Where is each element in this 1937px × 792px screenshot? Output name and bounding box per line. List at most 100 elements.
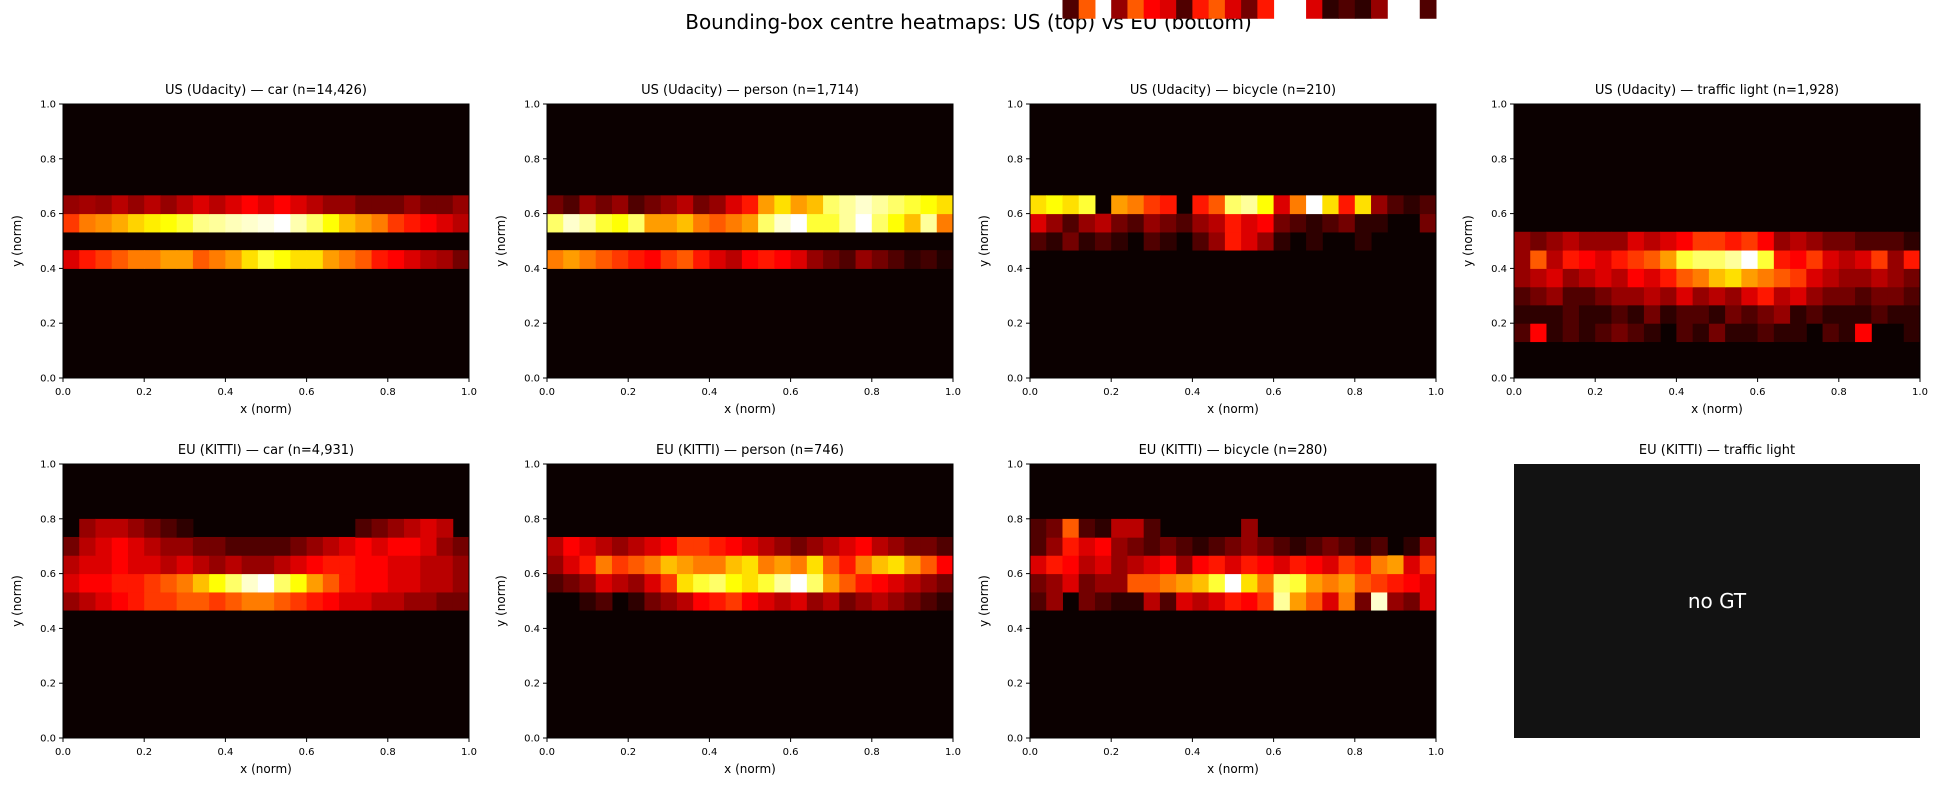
heatmap-cell	[709, 213, 727, 233]
heatmap-cell	[257, 213, 275, 233]
heatmap-cell	[1725, 268, 1742, 288]
heatmap-cell	[209, 195, 226, 215]
x-tick-label: 1.0	[945, 387, 961, 398]
heatmap-cell	[1514, 304, 1531, 324]
heatmap-cell	[306, 213, 324, 233]
heatmap-cell	[579, 213, 597, 233]
heatmap-cell	[160, 195, 178, 215]
heatmap-cell	[579, 573, 597, 593]
heatmap-cell	[1790, 286, 1807, 306]
heatmap-cell	[806, 536, 824, 556]
heatmap-cell	[1159, 0, 1177, 19]
heatmap-cell	[95, 250, 113, 269]
heatmap-cell	[1757, 268, 1775, 288]
y-tick-label: 0.4	[40, 624, 56, 635]
heatmap-cell	[192, 536, 210, 556]
heatmap-cell	[1855, 304, 1872, 324]
heatmap-cell	[1562, 268, 1580, 288]
heatmap-cell	[1692, 268, 1710, 288]
x-tick-label: 0.6	[783, 747, 799, 758]
heatmap-cell	[1578, 323, 1596, 343]
heatmap-cell	[1773, 268, 1791, 288]
heatmap-cell	[725, 555, 743, 575]
heatmap-cell	[1578, 250, 1596, 269]
y-axis-label: y (norm)	[977, 575, 991, 627]
heatmap-cell	[888, 250, 905, 269]
heatmap-cell	[160, 518, 178, 538]
heatmap-cell	[839, 573, 857, 593]
heatmap-cell	[579, 536, 597, 556]
heatmap-cell	[1289, 573, 1307, 593]
heatmap-cell	[144, 536, 161, 556]
heatmap-cell	[936, 555, 954, 575]
heatmap-cell	[1241, 536, 1258, 556]
heatmap-cell	[1692, 231, 1710, 251]
heatmap-cell	[404, 555, 421, 575]
heatmap-cell	[1692, 304, 1710, 324]
heatmap-cell	[579, 195, 597, 215]
heatmap-cell	[1660, 304, 1677, 324]
heatmap-cell	[420, 536, 438, 556]
heatmap-cell	[1030, 195, 1047, 215]
heatmap-cell	[1643, 268, 1661, 288]
heatmap-cell	[741, 573, 759, 593]
heatmap-panel-1: US (Udacity) — car (n=14,426) 0.0 0.2 0.4 0.…	[10, 83, 477, 416]
heatmap-cell	[1371, 591, 1388, 611]
heatmap-cell	[790, 591, 808, 611]
heatmap-cell	[904, 250, 922, 269]
heatmap-cell	[241, 195, 259, 215]
heatmap-cell	[709, 591, 727, 611]
panel-title: EU (KITTI) — car (n=4,931)	[178, 443, 354, 458]
heatmap-cell	[1371, 536, 1388, 556]
heatmap-cell	[322, 573, 340, 593]
heatmap-cell	[1094, 573, 1112, 593]
heatmap-cell	[127, 213, 145, 233]
heatmap-cell	[1403, 536, 1421, 556]
heatmap-cell	[1790, 250, 1807, 269]
heatmap-cell	[628, 573, 645, 593]
heatmap-cell	[404, 213, 421, 233]
heatmap-cell	[1224, 591, 1242, 611]
heatmap-cell	[660, 555, 678, 575]
heatmap-cell	[257, 195, 275, 215]
x-tick-label: 0.0	[1022, 747, 1038, 758]
x-tick-label: 0.8	[864, 387, 880, 398]
y-axis-label: y (norm)	[10, 575, 24, 627]
heatmap-cell	[1627, 231, 1645, 251]
heatmap-cell	[1257, 573, 1275, 593]
heatmap-cell	[676, 536, 694, 556]
y-tick-label: 0.0	[524, 374, 540, 385]
heatmap-cell	[1062, 555, 1080, 575]
heatmap-cell	[420, 573, 438, 593]
heatmap-cell	[855, 250, 873, 269]
heatmap-cell	[1790, 231, 1807, 251]
y-tick-label: 0.4	[1007, 624, 1023, 635]
heatmap-cell	[176, 250, 194, 269]
heatmap-cell	[1046, 195, 1063, 215]
heatmap-cell	[1111, 591, 1128, 611]
heatmap-cell	[209, 536, 226, 556]
heatmap-cell	[160, 250, 178, 269]
heatmap-cell	[1855, 231, 1872, 251]
heatmap-cell	[63, 555, 80, 575]
heatmap-cell	[1241, 231, 1258, 251]
heatmap-cell	[1855, 323, 1872, 343]
heatmap-cell	[1419, 573, 1437, 593]
heatmap-cell	[1660, 286, 1677, 306]
heatmap-cell	[339, 573, 356, 593]
heatmap-cell	[1838, 231, 1856, 251]
heatmap-cell	[936, 250, 954, 269]
y-tick-label: 0.0	[1491, 374, 1507, 385]
heatmap-cell	[693, 591, 710, 611]
heatmap-cell	[741, 213, 759, 233]
heatmap-cell	[709, 250, 727, 269]
heatmap-cell	[741, 555, 759, 575]
heatmap-cell	[1354, 573, 1372, 593]
y-tick-label: 0.4	[40, 264, 56, 275]
heatmap-cell	[1143, 573, 1161, 593]
y-tick-label: 0.0	[524, 734, 540, 745]
heatmap-cell	[1708, 286, 1726, 306]
heatmap-cell	[63, 573, 80, 593]
heatmap-cell	[1257, 195, 1275, 215]
heatmap-cell	[355, 536, 373, 556]
